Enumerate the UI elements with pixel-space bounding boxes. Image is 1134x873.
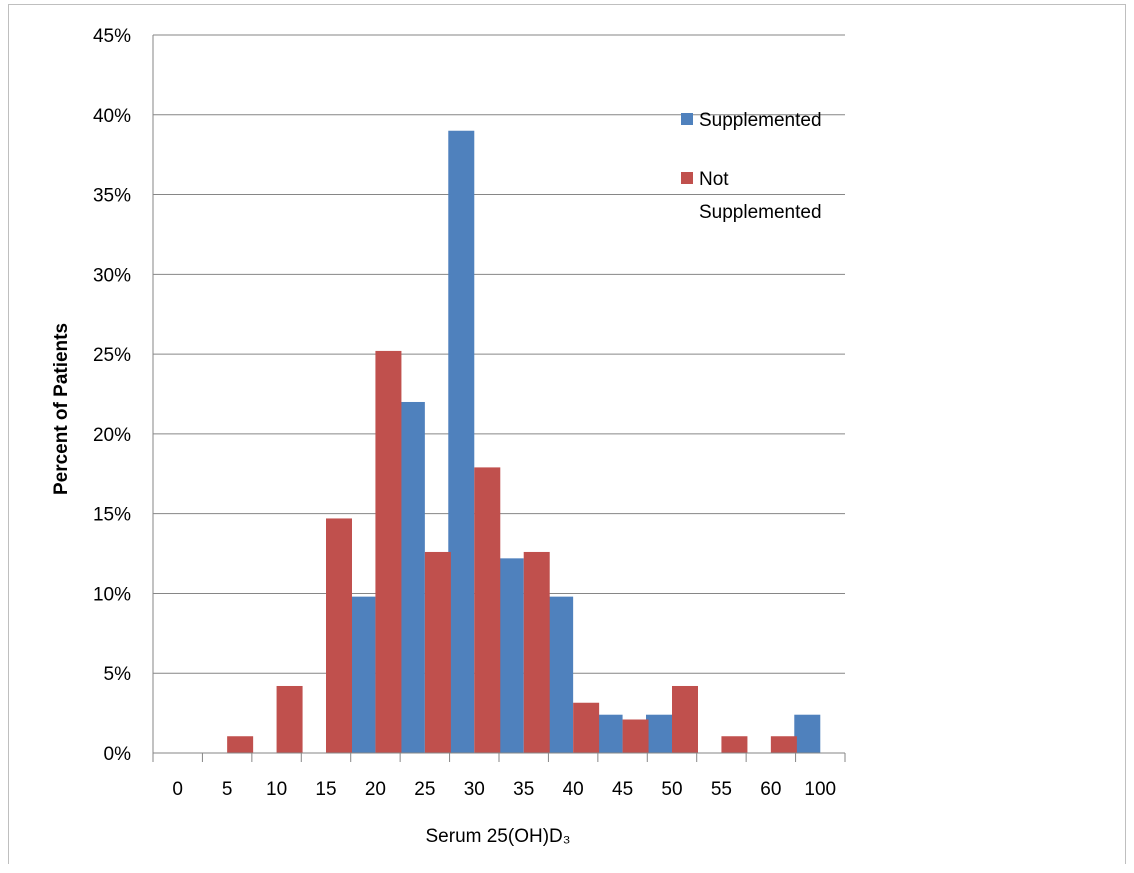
bar-not-supplemented: [523, 551, 550, 753]
y-tick-labels: 0% 5% 10% 15% 20% 25% 30% 35% 40% 45%: [93, 26, 131, 765]
x-tick-label: 100: [804, 779, 836, 800]
y-tick-label: 20%: [93, 425, 131, 446]
legend-label: Supplemented: [699, 202, 822, 223]
x-tick-label: 5: [222, 779, 233, 800]
bar-supplemented: [497, 558, 524, 753]
bar-supplemented: [398, 401, 425, 753]
x-tick-label: 55: [711, 779, 732, 800]
y-tick-label: 35%: [93, 186, 131, 207]
y-tick-label: 25%: [93, 345, 131, 366]
bar-supplemented: [547, 596, 574, 753]
bar-not-supplemented: [424, 551, 451, 753]
legend-swatch-supplemented: [681, 113, 693, 125]
x-tick-label: 60: [760, 779, 781, 800]
bar-not-supplemented: [721, 736, 748, 753]
legend-swatch-not-supplemented: [681, 172, 693, 184]
bar-not-supplemented: [227, 736, 254, 753]
x-tick-label: 20: [365, 779, 386, 800]
x-tick-label: 15: [315, 779, 336, 800]
legend-label: Supplemented: [699, 110, 822, 131]
bar-not-supplemented: [573, 702, 600, 753]
y-axis-title: Percent of Patients: [51, 323, 72, 495]
bar-supplemented: [448, 130, 475, 753]
bar-not-supplemented: [326, 518, 352, 753]
y-tick-label: 5%: [104, 664, 132, 685]
bar-not-supplemented: [672, 685, 698, 753]
y-tick-label: 30%: [93, 265, 131, 286]
x-tick-label: 10: [266, 779, 287, 800]
x-tick-label: 25: [414, 779, 435, 800]
y-tick-label: 45%: [93, 26, 131, 47]
y-tick-label: 0%: [104, 744, 132, 765]
bar-supplemented: [596, 714, 623, 753]
x-axis-title: Serum 25(OH)D₃: [426, 826, 571, 847]
y-tick-label: 15%: [93, 505, 131, 526]
x-tick-label: 30: [464, 779, 485, 800]
y-tick-label: 10%: [93, 584, 131, 605]
bar-not-supplemented: [770, 736, 797, 753]
x-tick-label: 45: [612, 779, 633, 800]
bar-not-supplemented: [474, 467, 501, 753]
legend-label: Not: [699, 169, 729, 190]
x-tick-label: 0: [172, 779, 183, 800]
x-tick-label: 35: [513, 779, 534, 800]
x-tick-label: 40: [563, 779, 584, 800]
chart-frame: [8, 4, 1126, 864]
gridlines: [152, 34, 845, 753]
y-tick-label: 40%: [93, 106, 131, 127]
bar-supplemented: [794, 714, 821, 753]
x-tick-label: 50: [661, 779, 682, 800]
bars: [227, 130, 821, 753]
bar-supplemented: [646, 714, 672, 753]
legend: Supplemented Not Supplemented: [681, 110, 822, 223]
x-ticks: 0 5 10 15 20 25 30 35 40 45 50 55 60 100: [152, 753, 846, 800]
bar-not-supplemented: [375, 350, 402, 753]
bar-not-supplemented: [276, 685, 303, 753]
bar-supplemented: [349, 596, 376, 753]
bar-not-supplemented: [622, 719, 649, 753]
